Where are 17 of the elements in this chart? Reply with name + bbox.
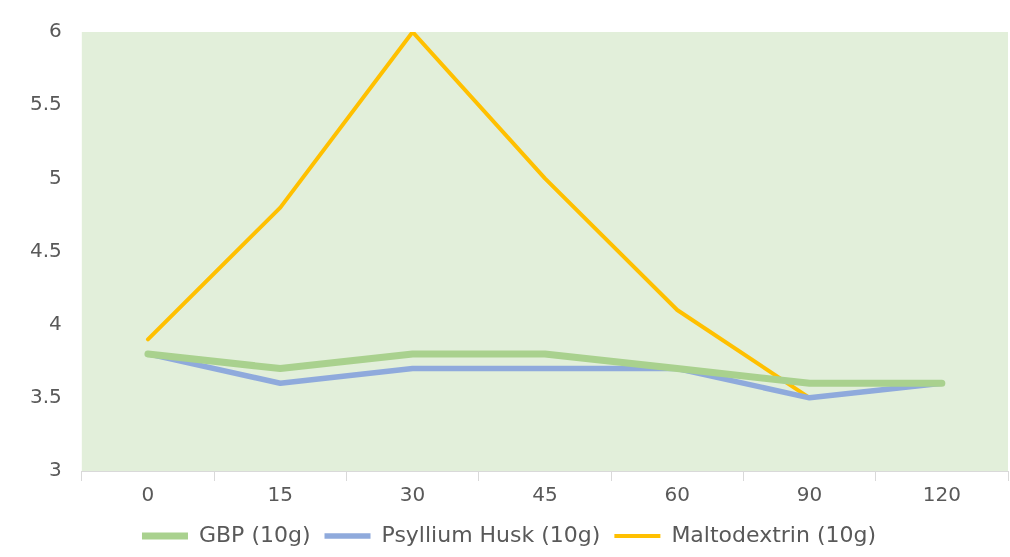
y-tick-label: 3.5: [29, 384, 62, 409]
y-tick-label: 4: [49, 310, 62, 335]
x-tick-label: 90: [796, 482, 823, 507]
legend-label: GBP (10g): [198, 521, 311, 547]
y-tick-label: 5.5: [29, 91, 62, 116]
y-tick-label: 6: [49, 18, 62, 43]
x-tick-label: 45: [532, 482, 558, 507]
y-tick-label: 3: [49, 457, 62, 482]
x-tick-label: 30: [399, 482, 426, 507]
x-tick-label: 60: [664, 482, 690, 507]
y-tick-label: 4.5: [29, 237, 62, 262]
x-tick-label: 15: [267, 482, 293, 507]
x-tick-label: 120: [922, 482, 961, 507]
legend-label: Maltodextrin (10g): [671, 521, 877, 547]
legend-label: Psyllium Husk (10g): [381, 521, 601, 547]
y-tick-label: 5: [49, 164, 62, 189]
x-tick-label: 0: [141, 482, 155, 507]
